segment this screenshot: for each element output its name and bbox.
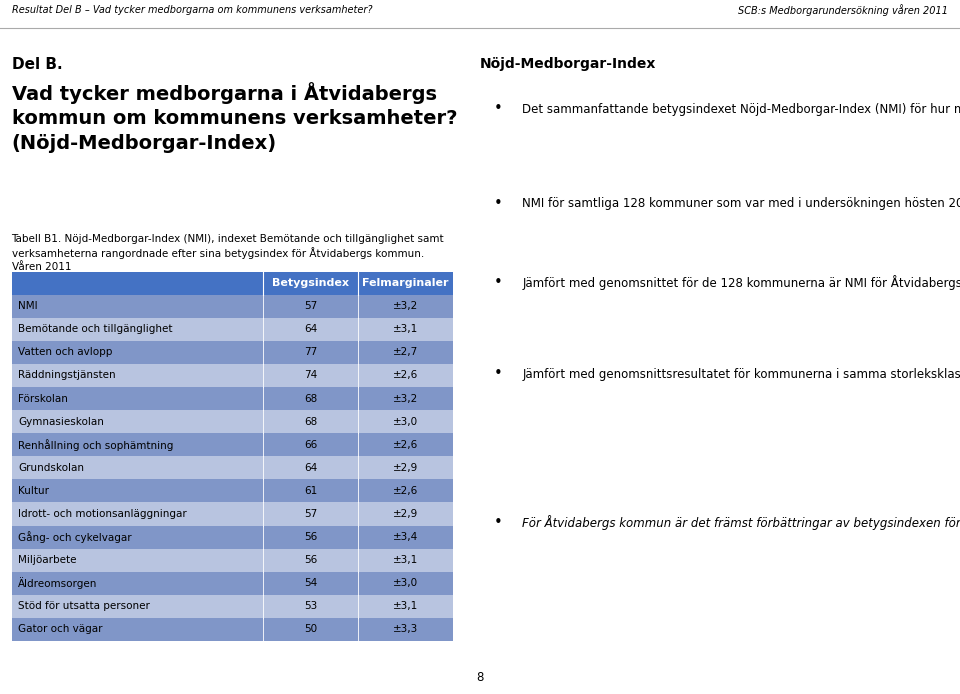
Bar <box>12 480 453 502</box>
Text: 54: 54 <box>304 578 318 589</box>
Bar <box>12 433 453 456</box>
Text: 53: 53 <box>304 601 318 611</box>
Text: 64: 64 <box>304 324 318 335</box>
Bar <box>12 572 453 595</box>
Text: ±2,7: ±2,7 <box>393 347 419 357</box>
Text: 50: 50 <box>304 625 317 634</box>
Bar <box>12 456 453 480</box>
Text: Stöd för utsatta personer: Stöd för utsatta personer <box>18 601 150 611</box>
Text: ±3,2: ±3,2 <box>393 393 419 403</box>
Text: Vatten och avlopp: Vatten och avlopp <box>18 347 112 357</box>
Text: ±3,0: ±3,0 <box>393 578 419 589</box>
Bar <box>12 318 453 341</box>
Bar <box>12 364 453 387</box>
Text: Idrott- och motionsanläggningar: Idrott- och motionsanläggningar <box>18 509 187 519</box>
Bar <box>12 618 453 641</box>
Text: ±3,1: ±3,1 <box>393 601 419 611</box>
Text: Räddningstjänsten: Räddningstjänsten <box>18 371 116 380</box>
Text: •: • <box>494 101 503 116</box>
Text: 68: 68 <box>304 393 318 403</box>
Text: ±3,0: ±3,0 <box>393 416 419 427</box>
Bar <box>12 271 453 295</box>
Text: 8: 8 <box>476 671 484 684</box>
Text: 77: 77 <box>304 347 318 357</box>
Text: Miljöarbete: Miljöarbete <box>18 555 77 565</box>
Text: ±2,6: ±2,6 <box>393 440 419 450</box>
Text: NMI: NMI <box>18 301 37 311</box>
Text: Bemötande och tillgänglighet: Bemötande och tillgänglighet <box>18 324 173 335</box>
Text: ±2,9: ±2,9 <box>393 509 419 519</box>
Bar <box>12 549 453 572</box>
Text: Gymnasieskolan: Gymnasieskolan <box>18 416 104 427</box>
Text: 64: 64 <box>304 463 318 473</box>
Text: Del B.: Del B. <box>12 57 62 71</box>
Text: •: • <box>494 515 503 530</box>
Text: 57: 57 <box>304 301 318 311</box>
Text: Felmarginaler: Felmarginaler <box>362 278 449 288</box>
Text: ±3,1: ±3,1 <box>393 324 419 335</box>
Text: Resultat Del B – Vad tycker medborgarna om kommunens verksamheter?: Resultat Del B – Vad tycker medborgarna … <box>12 6 372 15</box>
Text: SCB:s Medborgarundersökning våren 2011: SCB:s Medborgarundersökning våren 2011 <box>738 4 948 17</box>
Text: •: • <box>494 196 503 211</box>
Text: Renhållning och sophämtning: Renhållning och sophämtning <box>18 439 174 450</box>
Bar <box>12 341 453 364</box>
Text: 61: 61 <box>304 486 318 496</box>
Text: Gator och vägar: Gator och vägar <box>18 625 103 634</box>
Text: Kultur: Kultur <box>18 486 49 496</box>
Text: ±3,4: ±3,4 <box>393 532 419 542</box>
Bar <box>12 295 453 318</box>
Text: •: • <box>494 275 503 289</box>
Text: 66: 66 <box>304 440 318 450</box>
Text: 56: 56 <box>304 555 318 565</box>
Text: ±2,9: ±2,9 <box>393 463 419 473</box>
Bar <box>12 525 453 549</box>
Bar <box>12 410 453 433</box>
Text: 68: 68 <box>304 416 318 427</box>
Text: Gång- och cykelvagar: Gång- och cykelvagar <box>18 531 132 543</box>
Text: Det sammanfattande betygsindexet Nöjd-Medborgar-Index (NMI) för hur medborgarna : Det sammanfattande betygsindexet Nöjd-Me… <box>522 101 960 116</box>
Text: Jämfört med genomsnittsresultatet för kommunerna i samma storleksklass (10 000-1: Jämfört med genomsnittsresultatet för ko… <box>522 366 960 381</box>
Text: ±3,2: ±3,2 <box>393 301 419 311</box>
Text: 56: 56 <box>304 532 318 542</box>
Text: Äldreomsorgen: Äldreomsorgen <box>18 577 98 589</box>
Text: Nöjd-Medborgar-Index: Nöjd-Medborgar-Index <box>480 57 657 71</box>
Text: Jämfört med genomsnittet för de 128 kommunerna är NMI för Åtvidabergs kommun int: Jämfört med genomsnittet för de 128 komm… <box>522 275 960 289</box>
Text: Vad tycker medborgarna i Åtvidabergs
kommun om kommunens verksamheter?
(Nöjd-Med: Vad tycker medborgarna i Åtvidabergs kom… <box>12 82 457 153</box>
Text: 74: 74 <box>304 371 318 380</box>
Bar <box>12 595 453 618</box>
Text: ±3,1: ±3,1 <box>393 555 419 565</box>
Text: ±3,3: ±3,3 <box>393 625 419 634</box>
Bar <box>12 502 453 525</box>
Text: •: • <box>494 366 503 381</box>
Text: Grundskolan: Grundskolan <box>18 463 84 473</box>
Text: ±2,6: ±2,6 <box>393 486 419 496</box>
Text: 57: 57 <box>304 509 318 519</box>
Text: Förskolan: Förskolan <box>18 393 68 403</box>
Text: ±2,6: ±2,6 <box>393 371 419 380</box>
Text: För Åtvidabergs kommun är det främst förbättringar av betygsindexen för verksamh: För Åtvidabergs kommun är det främst för… <box>522 515 960 530</box>
Text: Tabell B1. Nöjd-Medborgar-Index (NMI), indexet Bemötande och tillgänglighet samt: Tabell B1. Nöjd-Medborgar-Index (NMI), i… <box>12 234 444 272</box>
Text: Betygsindex: Betygsindex <box>273 278 349 288</box>
Text: NMI för samtliga 128 kommuner som var med i undersökningen hösten 2010 och våren: NMI för samtliga 128 kommuner som var me… <box>522 196 960 210</box>
Bar <box>12 387 453 410</box>
